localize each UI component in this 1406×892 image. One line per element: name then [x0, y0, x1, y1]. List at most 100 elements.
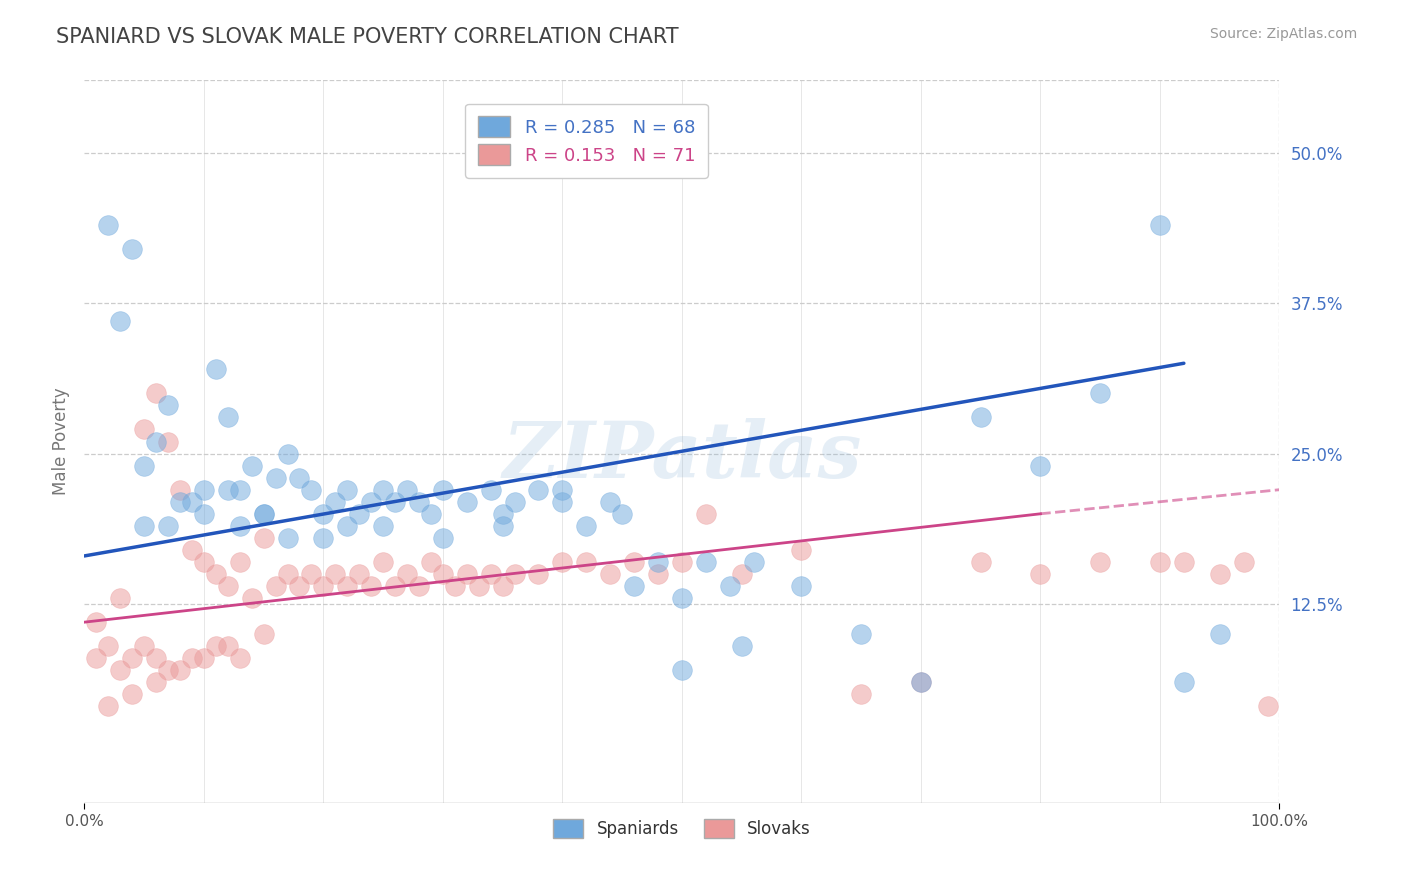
Point — [373, 483, 395, 497]
Point — [527, 483, 550, 497]
Point — [492, 519, 515, 533]
Point — [1209, 627, 1232, 641]
Point — [264, 471, 287, 485]
Point — [132, 519, 156, 533]
Point — [1233, 555, 1256, 569]
Point — [169, 483, 191, 497]
Point — [97, 639, 120, 653]
Point — [790, 579, 813, 593]
Point — [671, 591, 693, 606]
Point — [851, 627, 873, 641]
Point — [420, 507, 443, 521]
Point — [217, 483, 239, 497]
Point — [193, 555, 215, 569]
Point — [384, 579, 406, 593]
Point — [110, 664, 132, 678]
Point — [1090, 386, 1112, 401]
Point — [671, 555, 693, 569]
Point — [384, 494, 406, 508]
Point — [1209, 567, 1232, 582]
Point — [790, 542, 813, 557]
Point — [217, 579, 239, 593]
Point — [1149, 218, 1171, 232]
Point — [623, 555, 645, 569]
Point — [253, 531, 276, 545]
Y-axis label: Male Poverty: Male Poverty — [52, 388, 70, 495]
Point — [181, 542, 204, 557]
Point — [1090, 555, 1112, 569]
Text: ZIPatlas: ZIPatlas — [502, 417, 862, 494]
Point — [336, 579, 359, 593]
Point — [145, 675, 167, 690]
Point — [468, 579, 491, 593]
Point — [132, 458, 156, 473]
Point — [169, 664, 191, 678]
Point — [671, 664, 693, 678]
Point — [444, 579, 467, 593]
Point — [742, 555, 765, 569]
Point — [264, 579, 287, 593]
Point — [325, 494, 347, 508]
Point — [1029, 567, 1052, 582]
Point — [217, 410, 239, 425]
Point — [396, 567, 419, 582]
Point — [1257, 699, 1279, 714]
Point — [1029, 458, 1052, 473]
Point — [479, 483, 502, 497]
Point — [157, 398, 180, 412]
Point — [970, 555, 993, 569]
Point — [479, 567, 502, 582]
Point — [110, 314, 132, 328]
Point — [229, 519, 252, 533]
Point — [121, 242, 143, 256]
Point — [229, 651, 252, 665]
Point — [503, 494, 526, 508]
Point — [301, 483, 323, 497]
Point — [312, 507, 335, 521]
Point — [157, 664, 180, 678]
Point — [575, 555, 598, 569]
Point — [492, 507, 515, 521]
Point — [432, 567, 454, 582]
Point — [360, 579, 382, 593]
Point — [910, 675, 932, 690]
Point — [349, 507, 371, 521]
Point — [288, 471, 311, 485]
Point — [1149, 555, 1171, 569]
Point — [157, 519, 180, 533]
Point — [408, 494, 430, 508]
Point — [132, 639, 156, 653]
Point — [551, 494, 574, 508]
Point — [86, 651, 108, 665]
Point — [240, 458, 263, 473]
Point — [145, 651, 167, 665]
Point — [205, 362, 228, 376]
Point — [312, 531, 335, 545]
Point — [240, 591, 263, 606]
Point — [612, 507, 634, 521]
Point — [527, 567, 550, 582]
Point — [551, 555, 574, 569]
Point — [695, 507, 717, 521]
Point — [181, 494, 204, 508]
Point — [97, 699, 120, 714]
Point — [277, 446, 299, 460]
Legend: Spaniards, Slovaks: Spaniards, Slovaks — [547, 813, 817, 845]
Point — [503, 567, 526, 582]
Point — [575, 519, 598, 533]
Point — [336, 483, 359, 497]
Point — [181, 651, 204, 665]
Point — [253, 627, 276, 641]
Point — [121, 651, 143, 665]
Point — [623, 579, 645, 593]
Point — [1173, 555, 1195, 569]
Point — [193, 651, 215, 665]
Point — [169, 494, 191, 508]
Point — [373, 519, 395, 533]
Point — [695, 555, 717, 569]
Point — [420, 555, 443, 569]
Point — [288, 579, 311, 593]
Point — [217, 639, 239, 653]
Point — [349, 567, 371, 582]
Point — [492, 579, 515, 593]
